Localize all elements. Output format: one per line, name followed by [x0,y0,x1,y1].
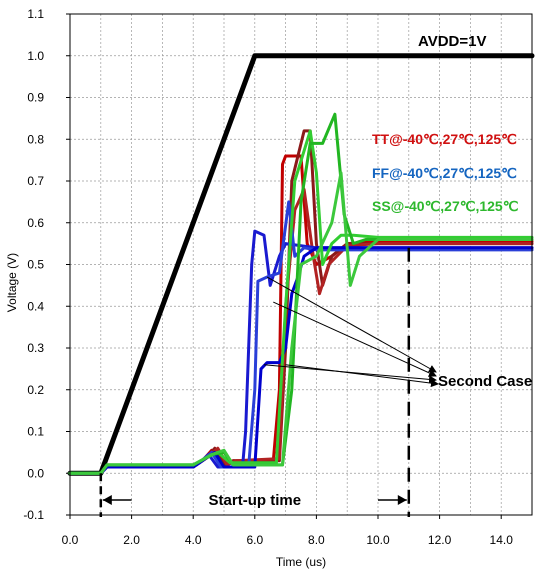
series-line-ss [68,129,534,475]
y-tick-label: 0.1 [27,425,44,439]
legend-entry: TT@-40℃,27℃,125℃ [372,131,517,147]
x-axis-title: Time (us) [276,555,326,569]
plot-area [67,53,535,476]
legend-temps: ℃,27℃,125℃ [423,165,517,181]
y-tick-label: 1.1 [27,7,44,21]
series-line-tt [68,129,534,475]
x-tick-label: 10.0 [366,533,390,547]
series-line-ss [68,171,534,475]
second-case-arrow [285,364,439,388]
second-case-label: Second Case [438,373,532,390]
y-tick-label: 0.4 [27,299,44,313]
y-tick-label: 0.0 [27,466,44,480]
second-case-arrow [266,276,437,373]
legend-prefix: SS@-40 [372,198,425,214]
avdd-label: AVDD=1V [418,33,487,50]
y-tick-label: 0.7 [27,174,44,188]
startup-arrowhead-left [102,495,112,505]
second-case-arrow [273,301,437,377]
plot-frame [69,13,533,516]
x-tick-label: 12.0 [428,533,452,547]
y-tick-label: 0.3 [27,341,44,355]
legend-prefix: TT@-40 [372,131,423,147]
startup-arrowhead-right [397,495,407,505]
y-tick-label: 1.0 [27,49,44,63]
x-tick-label: 4.0 [185,533,202,547]
x-tick-label: 2.0 [123,533,140,547]
y-tick-label: -0.1 [23,508,44,522]
legend-entry: FF@-40℃,27℃,125℃ [372,165,517,181]
y-axis-title: Voltage (V) [5,253,19,312]
y-tick-label: 0.6 [27,216,44,230]
tick-labels: 0.0 2.0 4.0 6.0 8.0 10.0 12.0 14.0 -0.1 0.0 0.1 0.2… [23,7,513,547]
y-tick-label: 0.9 [27,91,44,105]
startup-time-label: Start-up time [209,492,302,509]
second-case-arrow [263,364,437,384]
y-tick-label: 0.2 [27,383,44,397]
legend-temps: ℃,27℃,125℃ [423,131,517,147]
x-tick-label: 14.0 [490,533,514,547]
y-tick-label: 0.5 [27,258,44,272]
legend-prefix: FF@-40 [372,165,423,181]
x-tick-label: 0.0 [62,533,79,547]
x-tick-label: 6.0 [246,533,263,547]
y-tick-label: 0.8 [27,132,44,146]
legend-temps: ℃,27℃,125℃ [425,198,519,214]
legend-entry: SS@-40℃,27℃,125℃ [372,198,519,214]
series-line-ff [68,246,534,475]
annotations: AVDD=1VTT@-40℃,27℃,125℃FF@-40℃,27℃,125℃S… [99,33,532,517]
x-tick-label: 8.0 [308,533,325,547]
